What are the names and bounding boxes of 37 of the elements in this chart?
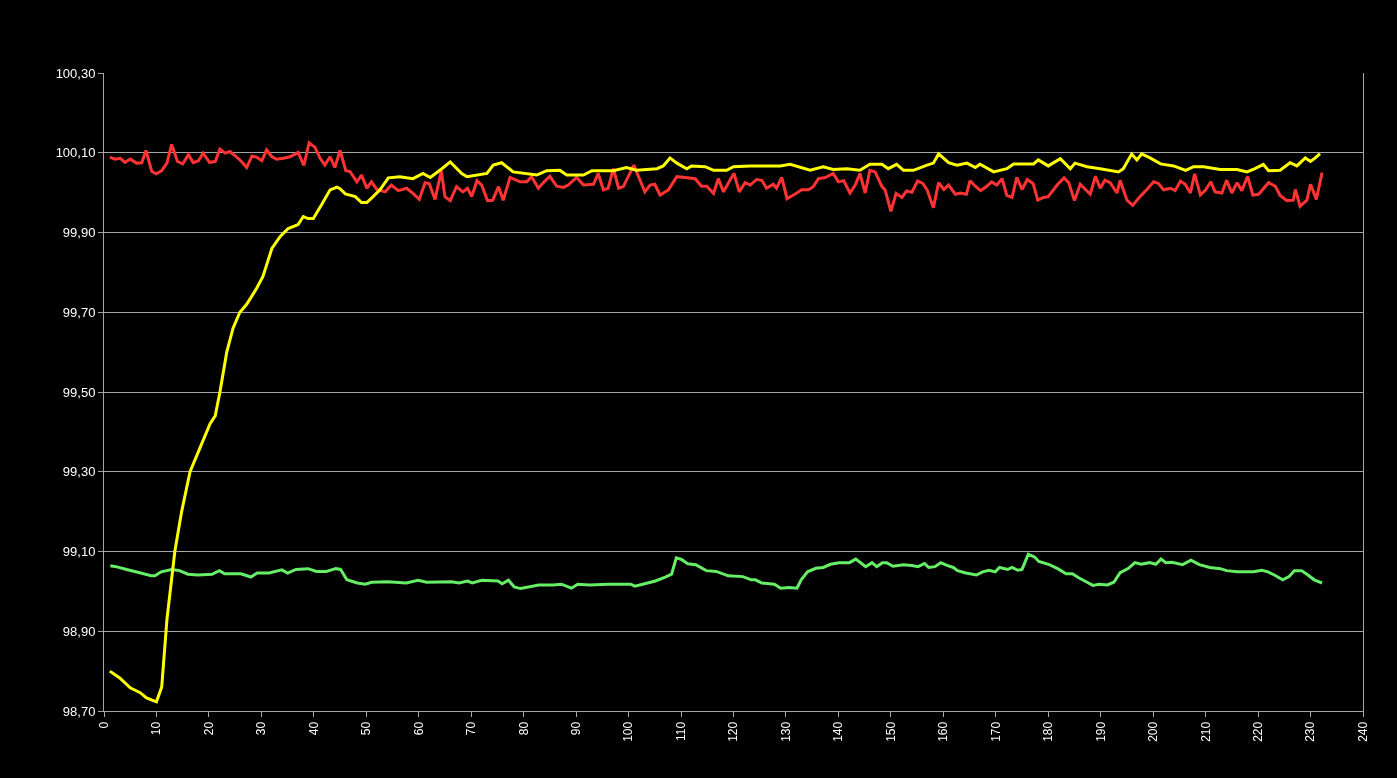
- y-tick-label: 98,70: [62, 703, 96, 719]
- x-tick-label: 40: [306, 721, 321, 736]
- x-tick-label: 130: [778, 721, 793, 742]
- x-tick-label: 230: [1303, 721, 1318, 742]
- y-tick-label: 100,30: [55, 65, 96, 81]
- x-tick-label: 10: [149, 721, 164, 736]
- line-series: [108, 552, 1324, 591]
- x-tick-label: 120: [726, 721, 741, 742]
- x-tick-label: 0: [96, 721, 111, 729]
- x-tick-label: 160: [936, 721, 951, 742]
- x-tick-label: 200: [1146, 721, 1161, 742]
- y-tick-label: 99,90: [62, 225, 96, 241]
- x-tick-label: 180: [1041, 721, 1056, 742]
- y-tick-label: 99,70: [62, 304, 96, 320]
- x-tick-label: 190: [1093, 721, 1108, 742]
- x-tick-label: 150: [883, 721, 898, 742]
- y-tick-label: 100,10: [55, 145, 96, 161]
- line-series: [108, 141, 1324, 213]
- x-tick-label: 30: [254, 721, 269, 736]
- x-tick-label: 220: [1250, 721, 1265, 742]
- x-tick-label: 240: [1355, 721, 1370, 742]
- y-tick-label: 98,90: [62, 623, 96, 639]
- x-tick-label: 210: [1198, 721, 1213, 742]
- x-tick-label: 70: [464, 721, 479, 736]
- x-tick-label: 50: [359, 721, 374, 736]
- x-tick-label: 100: [621, 721, 636, 742]
- x-tick-label: 110: [673, 721, 688, 741]
- y-tick-label: 99,10: [62, 544, 96, 560]
- x-tick-label: 80: [516, 721, 531, 736]
- x-tick-label: 20: [201, 721, 216, 736]
- line-series: [108, 152, 1322, 704]
- x-tick-label: 60: [411, 721, 426, 736]
- y-tick-label: 99,50: [62, 384, 96, 400]
- x-tick-label: 170: [988, 721, 1003, 742]
- x-tick-label: 90: [569, 721, 584, 736]
- y-tick-label: 99,30: [62, 464, 96, 480]
- x-tick-label: 140: [831, 721, 846, 742]
